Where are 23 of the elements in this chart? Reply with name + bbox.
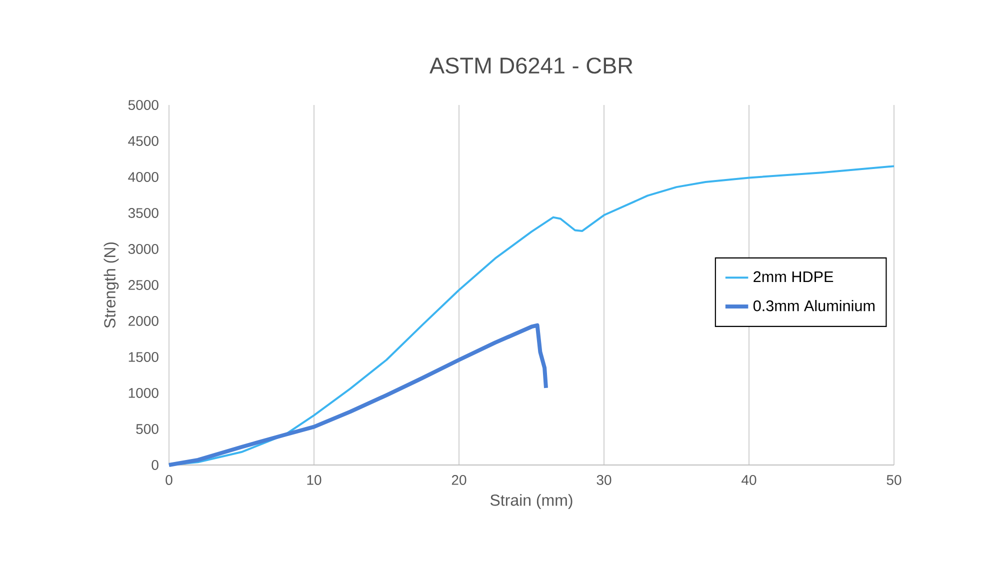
y-tick-label: 2500 (128, 280, 158, 290)
y-tick-label: 2000 (128, 316, 158, 326)
y-axis-title: Strength (N) (104, 242, 119, 328)
line-series (167, 323, 548, 467)
x-tick-label: 30 (596, 475, 612, 485)
legend-label: 2mm HDPE (754, 271, 834, 282)
chart-title: ASTM D6241 - CBR (430, 58, 632, 74)
x-axis-title: Strain (mm) (490, 494, 572, 509)
y-tick-label: 3000 (128, 244, 158, 254)
x-tick-label: 0 (166, 475, 172, 485)
y-tick-label: 500 (136, 424, 158, 434)
x-tick-label: 40 (742, 475, 756, 485)
y-tick-label: 4000 (128, 172, 158, 182)
y-tick-label: 1500 (128, 352, 158, 362)
x-tick-label: 20 (452, 475, 466, 485)
x-tick-label: 50 (886, 475, 902, 485)
y-tick-label: 5000 (128, 100, 158, 110)
legend-label: 0.3mm Aluminium (753, 300, 874, 312)
y-tick-label: 1000 (128, 388, 158, 398)
y-tick-label: 3500 (128, 208, 158, 218)
x-tick-label: 10 (307, 475, 322, 485)
y-tick-label: 0 (152, 460, 158, 470)
y-tick-label: 4500 (128, 136, 158, 146)
